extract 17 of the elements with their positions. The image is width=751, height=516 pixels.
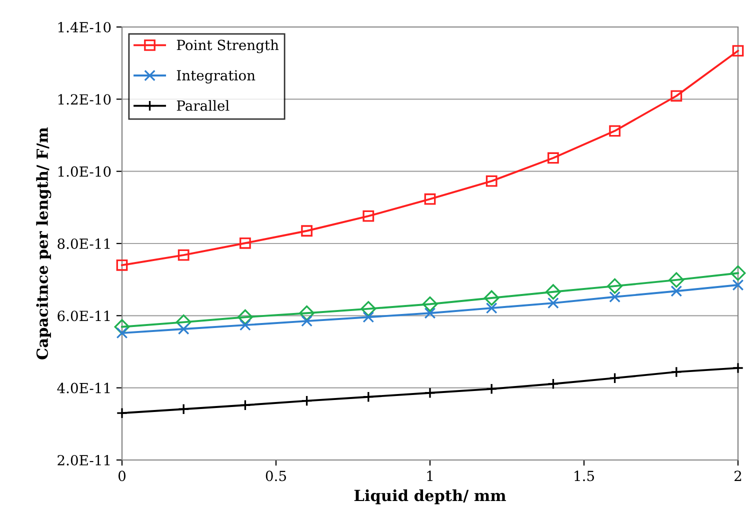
legend-label: Integration (176, 70, 256, 84)
x-axis-title: Liquid depth/ mm (354, 489, 506, 504)
y-tick-label: 2.0E-11 (58, 454, 110, 466)
x-tick-label: 1 (427, 470, 432, 481)
y-axis-title: Capacitnce per length/ F/m (36, 127, 52, 360)
legend-label: Parallel (176, 100, 230, 111)
x-tick-label: 1.5 (574, 470, 594, 482)
x-tick-label: 0.5 (266, 470, 286, 482)
y-tick-label: 4.0E-11 (57, 382, 110, 394)
y-tick-label: 8.0E-11 (58, 238, 110, 249)
y-tick-label: 1.2E-10 (58, 94, 111, 105)
x-tick-label: 0 (118, 470, 126, 482)
y-tick-label: 1.0E-10 (58, 166, 111, 177)
y-tick-label: 1.4E-10 (58, 22, 111, 32)
legend-label: Point Strength (176, 40, 279, 54)
x-tick-label: 2 (734, 470, 742, 481)
y-tick-label: 6.0E-11 (58, 310, 110, 322)
